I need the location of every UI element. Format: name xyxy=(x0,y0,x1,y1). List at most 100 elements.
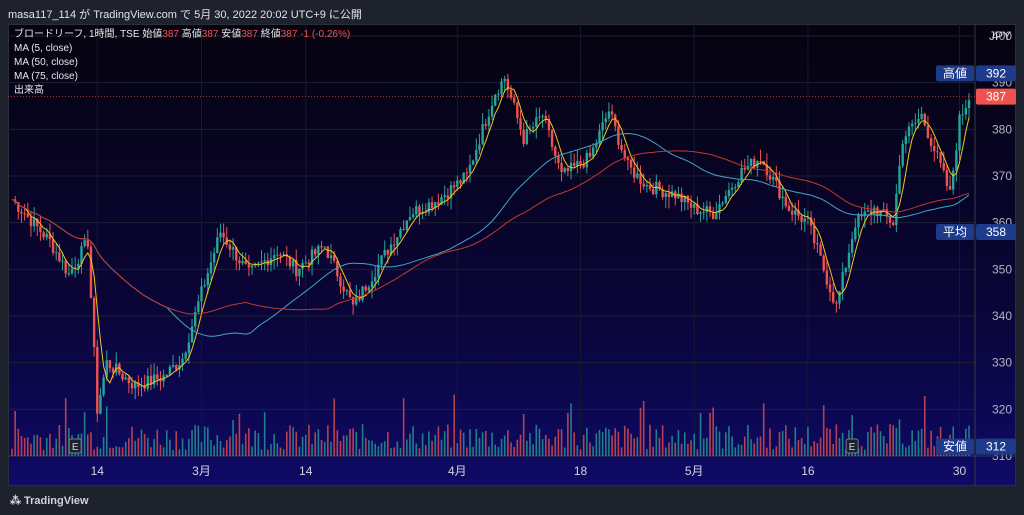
candle-body xyxy=(377,264,380,278)
candle-body xyxy=(841,272,844,292)
volume-bar xyxy=(845,449,847,456)
volume-bar xyxy=(557,429,560,456)
volume-bar xyxy=(124,441,127,456)
candle-body xyxy=(193,311,197,327)
volume-bar xyxy=(383,441,386,456)
volume-bar xyxy=(699,412,702,456)
candle-body xyxy=(462,172,465,184)
volume-bar xyxy=(99,448,102,456)
x-tick-label: 5月 xyxy=(685,464,704,478)
chart-canvas[interactable]: 310320330340350360370380390400143月144月18… xyxy=(0,0,1024,486)
volume-bar xyxy=(105,406,108,456)
candle-body xyxy=(721,202,724,205)
volume-bar xyxy=(14,410,16,456)
legend-ma75[interactable]: MA (75, close) xyxy=(14,71,78,82)
candle-body xyxy=(351,297,355,305)
volume-bar xyxy=(128,438,130,456)
candle-body xyxy=(952,170,955,190)
candle-body xyxy=(67,273,71,275)
candle-body xyxy=(803,218,806,222)
candle-body xyxy=(601,122,604,131)
candle-body xyxy=(459,180,462,184)
candle-body xyxy=(563,168,566,172)
candle-body xyxy=(787,206,791,211)
candle-body xyxy=(427,202,431,213)
candle-body xyxy=(231,247,235,250)
y-tick-label: 340 xyxy=(992,309,1012,323)
volume-bar xyxy=(396,441,399,456)
volume-bar xyxy=(917,430,920,456)
volume-bar xyxy=(197,425,200,456)
volume-bar xyxy=(61,445,64,456)
volume-bar xyxy=(364,437,367,456)
volume-bar xyxy=(30,443,32,456)
candle-body xyxy=(737,182,740,188)
candle-body xyxy=(711,211,715,220)
candle-body xyxy=(500,81,503,94)
volume-bar xyxy=(443,431,446,456)
volume-bar xyxy=(203,426,206,456)
volume-bar xyxy=(576,445,579,456)
tradingview-logo[interactable]: ⁂ TradingView xyxy=(10,494,89,507)
candle-body xyxy=(156,374,159,380)
volume-bar xyxy=(870,426,872,456)
candle-body xyxy=(17,201,20,212)
volume-bar xyxy=(421,433,424,456)
volume-bar xyxy=(661,425,664,456)
price-tag-label: 高値 xyxy=(943,65,967,80)
candle-body xyxy=(380,255,383,265)
volume-bar xyxy=(687,443,689,456)
symbol[interactable]: ブロードリーフ, 1時間, TSE xyxy=(14,29,140,40)
volume-bar xyxy=(841,432,844,456)
volume-bar xyxy=(83,412,86,456)
volume-bar xyxy=(785,425,787,456)
candle-body xyxy=(898,165,901,194)
candle-body xyxy=(263,260,266,262)
candle-body xyxy=(822,255,825,271)
volume-bar xyxy=(153,439,155,456)
candle-body xyxy=(506,78,510,90)
volume-bar xyxy=(374,443,377,456)
volume-bar xyxy=(276,443,279,456)
volume-bar xyxy=(889,424,891,456)
candle-body xyxy=(20,211,23,214)
candle-body xyxy=(291,259,295,267)
volume-bar xyxy=(532,444,534,456)
candle-body xyxy=(320,245,323,248)
volume-bar xyxy=(235,433,238,456)
candle-body xyxy=(288,256,292,267)
volume-bar xyxy=(289,425,291,456)
ma75-line xyxy=(11,150,970,315)
legend-volume[interactable]: 出来高 xyxy=(14,85,44,96)
volume-bar xyxy=(55,438,58,456)
ohlc-close: 387 xyxy=(280,29,298,40)
volume-bar xyxy=(361,424,364,456)
volume-bar xyxy=(778,432,781,456)
candle-body xyxy=(487,116,491,126)
candle-body xyxy=(105,360,108,378)
legend-ma50[interactable]: MA (50, close) xyxy=(14,57,78,68)
volume-bar xyxy=(260,449,263,456)
candle-body xyxy=(317,245,320,255)
candle-body xyxy=(418,206,421,214)
volume-bar xyxy=(428,431,430,456)
volume-bar xyxy=(677,430,680,456)
candle-body xyxy=(904,136,908,144)
volume-bar xyxy=(851,415,853,456)
volume-bar xyxy=(570,403,572,456)
volume-bar xyxy=(867,431,869,456)
legend-ma5[interactable]: MA (5, close) xyxy=(14,43,73,54)
candle-body xyxy=(743,167,746,170)
y-tick-label: 400 xyxy=(992,29,1012,43)
candle-body xyxy=(828,284,832,293)
candle-body xyxy=(345,290,348,292)
price-tag-bg xyxy=(976,224,1016,240)
volume-bar xyxy=(908,445,910,456)
volume-bar xyxy=(781,430,784,456)
price-tag-label-bg xyxy=(936,224,974,240)
price-tag-label-bg xyxy=(936,438,974,455)
candle-body xyxy=(396,237,399,246)
volume-bar xyxy=(58,425,61,456)
volume-bar xyxy=(513,446,515,456)
candle-body xyxy=(159,379,162,382)
